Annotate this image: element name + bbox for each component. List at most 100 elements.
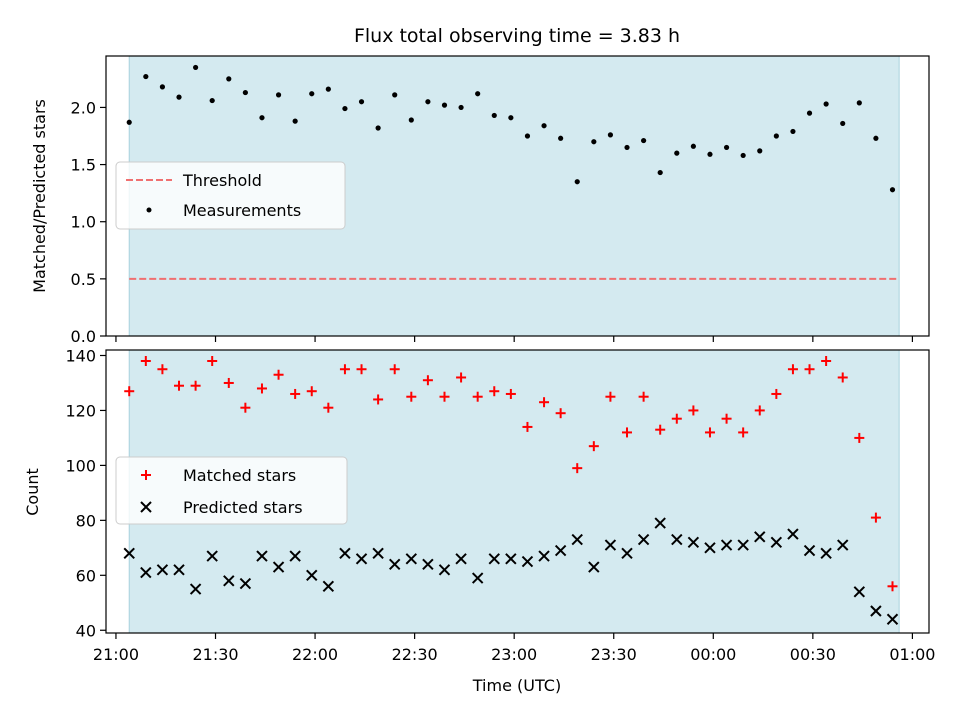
measurement-point [806, 110, 813, 116]
matched-star-point [821, 355, 832, 366]
x-tick-label: 23:30 [591, 645, 637, 664]
measurement-point [292, 118, 298, 124]
top-legend: Threshold Measurements [115, 161, 346, 230]
matched-star-point [124, 386, 135, 397]
matched-star-point [339, 364, 350, 375]
predicted-star-point [754, 531, 766, 543]
predicted-star-point [471, 572, 484, 584]
legend-predicted-swatch [140, 501, 152, 513]
matched-star-point [157, 364, 168, 375]
predicted-star-point [521, 555, 534, 568]
top-x-ticks [115, 336, 914, 342]
legend-predicted-label: Predicted stars [183, 498, 303, 517]
matched-star-point [738, 427, 749, 438]
chart-title: Flux total observing time = 3.83 h [354, 25, 680, 47]
y-tick-label: 120 [65, 401, 96, 420]
y-tick-label: 60 [76, 566, 96, 585]
matched-star-point [273, 369, 284, 380]
matched-star-point [174, 380, 185, 391]
predicted-star-point [173, 564, 185, 576]
predicted-star-point [770, 536, 783, 549]
measurement-point [757, 148, 763, 154]
measurement-point [309, 91, 315, 97]
measurement-point [873, 135, 879, 141]
matched-star-point [887, 581, 898, 592]
predicted-star-point [123, 547, 135, 560]
matched-star-point [638, 391, 649, 402]
measurement-point [226, 76, 232, 82]
bottom-plot-layer [123, 349, 900, 634]
measurement-point [591, 139, 597, 145]
measurement-point [126, 119, 132, 125]
predicted-star-point [803, 544, 816, 557]
measurement-point [723, 144, 730, 151]
matched-star-point [671, 413, 682, 424]
predicted-star-point [306, 569, 318, 582]
x-tick-label: 21:30 [192, 645, 238, 664]
matched-star-point [771, 388, 782, 399]
x-tick-label: 22:30 [392, 645, 438, 664]
matched-star-point [439, 391, 450, 402]
measurement-point [790, 128, 796, 135]
predicted-star-point [687, 536, 700, 549]
measurement-point [491, 112, 497, 119]
measurement-point [259, 115, 265, 121]
bottom-y-ticks: 40 60 80 100 120 140 [65, 346, 106, 640]
y-tick-label: 0.0 [71, 327, 96, 346]
predicted-star-point [372, 547, 384, 560]
matched-star-point [356, 364, 367, 375]
top-axes-frame [105, 55, 930, 337]
predicted-star-point [737, 539, 749, 551]
predicted-star-point [455, 553, 467, 565]
legend-measurements-label: Measurements [183, 201, 301, 220]
bottom-axes-frame [105, 349, 930, 634]
predicted-star-point [256, 550, 268, 562]
top-panel: 0.00.51.01.52.0 Matched/Predicted stars … [30, 55, 930, 346]
matched-star-point [472, 391, 483, 402]
top-y-axis-label: Matched/Predicted stars [30, 99, 49, 293]
measurement-point [524, 133, 531, 139]
measurement-point [458, 104, 464, 111]
matched-star-point [456, 372, 467, 383]
matched-star-point [754, 405, 765, 416]
legend-matched-swatch [141, 470, 151, 480]
y-tick-label: 1.5 [71, 156, 96, 175]
legend-measurements-swatch [146, 207, 152, 213]
measurement-point [159, 84, 166, 90]
x-tick-label: 00:30 [790, 645, 836, 664]
matched-star-point [605, 391, 616, 402]
predicted-star-point [488, 553, 500, 565]
predicted-star-point [870, 605, 882, 617]
predicted-star-point [339, 547, 351, 560]
measurement-point [325, 86, 331, 92]
x-tick-label: 22:00 [292, 645, 338, 664]
y-tick-label: 80 [76, 511, 96, 530]
measurement-point [275, 92, 282, 98]
matched-star-point [207, 355, 218, 366]
matched-star-point [522, 421, 533, 432]
measurement-point [176, 94, 182, 100]
predicted-star-point [223, 575, 235, 587]
predicted-star-point [355, 553, 368, 565]
predicted-star-point [853, 586, 866, 598]
measurement-point [856, 100, 862, 106]
bottom-panel: 40 60 80 100 120 140 21:00 21:30 22:00 22:30 23:0… [23, 346, 935, 695]
matched-star-point [373, 394, 384, 405]
measurement-point [690, 143, 696, 149]
y-tick-label: 100 [65, 456, 96, 475]
predicted-star-point [554, 544, 567, 557]
matched-star-point [721, 413, 732, 424]
predicted-star-point [322, 580, 335, 592]
predicted-star-point [720, 539, 733, 551]
measurement-point [475, 91, 481, 97]
measurement-point [674, 150, 680, 156]
matched-star-point [539, 397, 550, 408]
y-tick-label: 0.5 [71, 270, 96, 289]
predicted-star-point [571, 533, 583, 546]
predicted-star-point [389, 558, 401, 571]
measurement-point [641, 137, 647, 144]
measurement-point [840, 120, 846, 127]
matched-star-point [190, 380, 201, 391]
predicted-star-point [289, 550, 301, 562]
